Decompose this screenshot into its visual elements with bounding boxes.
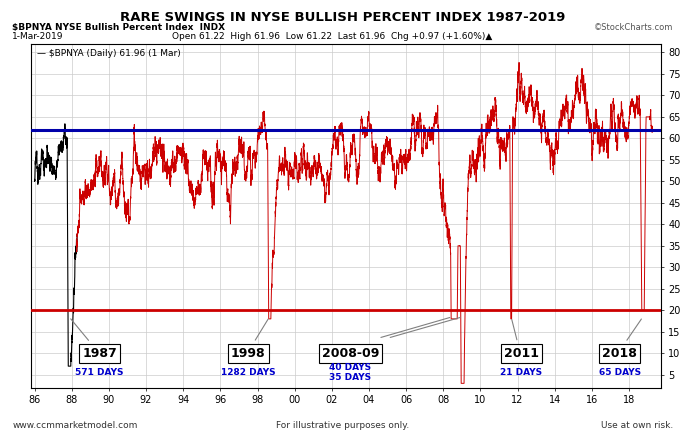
Text: 1282 DAYS: 1282 DAYS [221,368,276,377]
Text: 1998: 1998 [231,347,265,360]
Text: 571 DAYS: 571 DAYS [75,368,124,377]
Text: — $BPNYA (Daily) 61.96 (1 Mar): — $BPNYA (Daily) 61.96 (1 Mar) [37,49,181,58]
Text: For illustrative purposes only.: For illustrative purposes only. [276,421,410,430]
Text: 2018: 2018 [602,347,637,360]
Text: www.ccmmarketmodel.com: www.ccmmarketmodel.com [12,421,138,430]
Text: Use at own risk.: Use at own risk. [602,421,674,430]
Text: Open 61.22  High 61.96  Low 61.22  Last 61.96  Chg +0.97 (+1.60%)▲: Open 61.22 High 61.96 Low 61.22 Last 61.… [172,32,492,41]
Text: 2008-09: 2008-09 [322,347,379,360]
Text: 65 DAYS: 65 DAYS [599,368,641,377]
Text: 40 DAYS
35 DAYS: 40 DAYS 35 DAYS [329,363,371,382]
Text: ©StockCharts.com: ©StockCharts.com [594,23,674,32]
Text: $BPNYA NYSE Bullish Percent Index  INDX: $BPNYA NYSE Bullish Percent Index INDX [12,23,226,32]
Text: 1-Mar-2019: 1-Mar-2019 [12,32,64,41]
Text: 1987: 1987 [82,347,117,360]
Text: RARE SWINGS IN NYSE BULLISH PERCENT INDEX 1987-2019: RARE SWINGS IN NYSE BULLISH PERCENT INDE… [120,11,566,24]
Text: 2011: 2011 [504,347,539,360]
Text: 21 DAYS: 21 DAYS [500,368,543,377]
